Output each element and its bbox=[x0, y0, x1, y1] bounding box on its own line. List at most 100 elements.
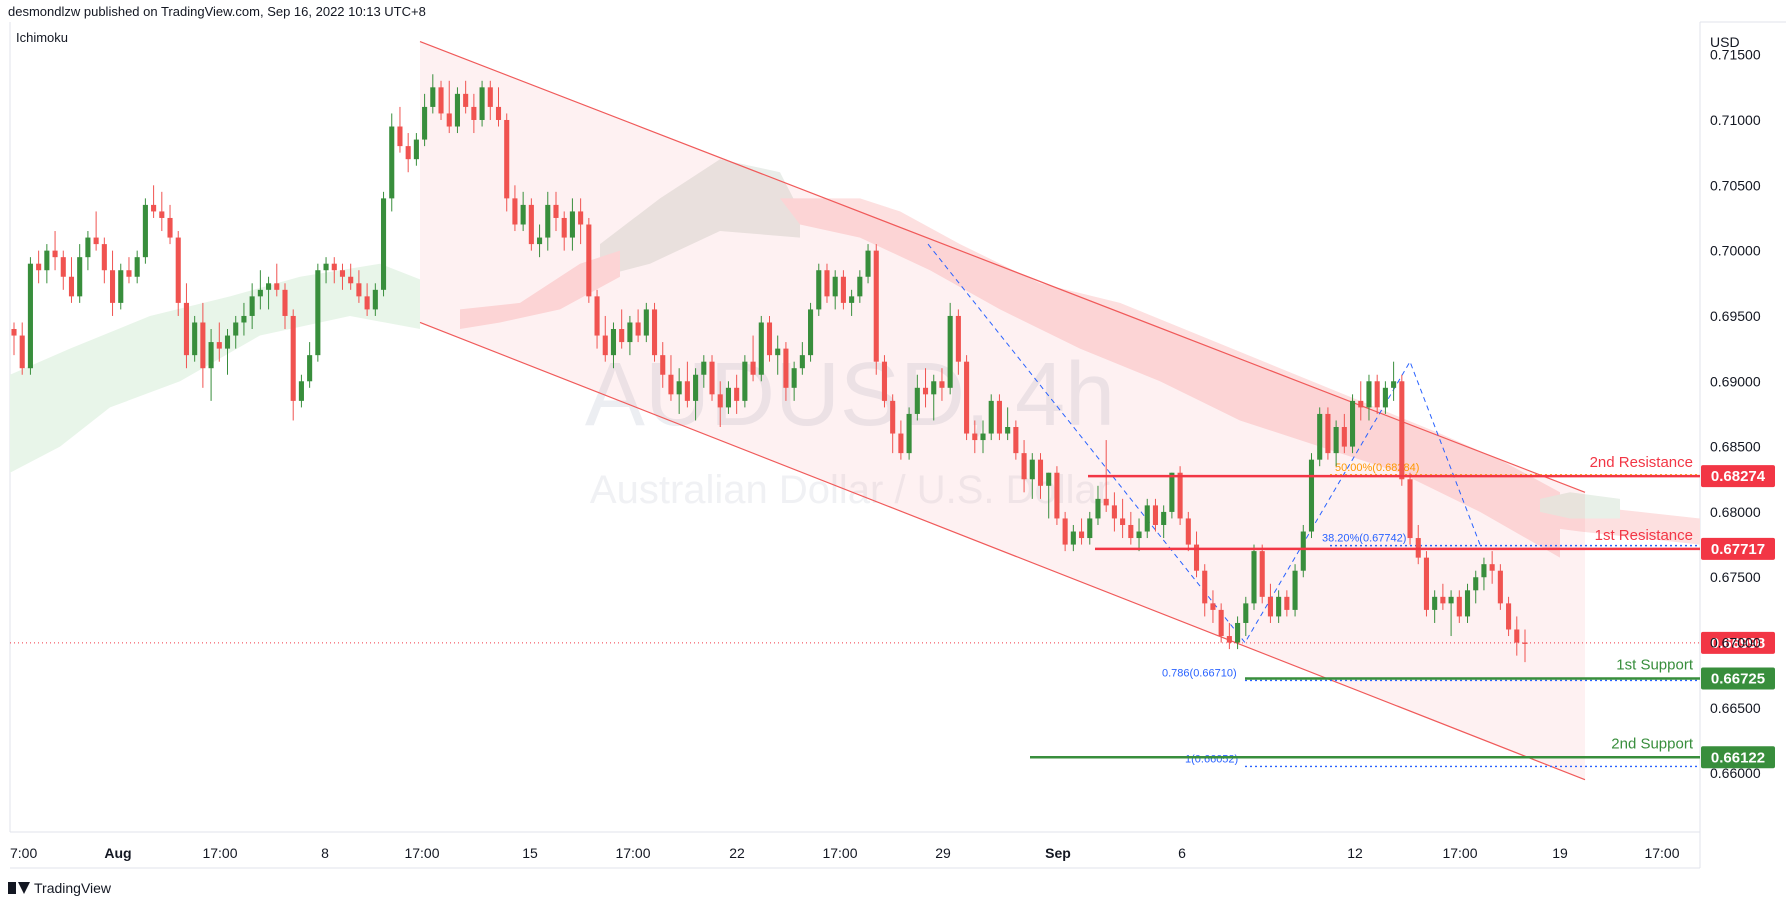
bearish-candle[interactable] bbox=[619, 309, 625, 349]
bullish-candle[interactable] bbox=[569, 198, 575, 251]
bearish-candle[interactable] bbox=[1407, 472, 1413, 545]
bearish-candle[interactable] bbox=[898, 420, 904, 460]
bearish-candle[interactable] bbox=[660, 342, 666, 388]
channel-upper-line[interactable] bbox=[419, 41, 1586, 493]
bearish-candle[interactable] bbox=[939, 368, 945, 401]
bearish-candle[interactable] bbox=[159, 191, 165, 232]
bullish-candle[interactable] bbox=[931, 374, 937, 421]
bullish-candle[interactable] bbox=[725, 381, 731, 414]
bearish-candle[interactable] bbox=[151, 185, 157, 218]
bearish-candle[interactable] bbox=[331, 257, 337, 284]
bullish-candle[interactable] bbox=[1300, 524, 1306, 578]
bullish-candle[interactable] bbox=[758, 315, 764, 382]
channel-lower-line[interactable] bbox=[419, 321, 1586, 781]
bullish-candle[interactable] bbox=[1136, 518, 1142, 552]
bearish-candle[interactable] bbox=[1522, 629, 1528, 663]
bearish-candle[interactable] bbox=[996, 394, 1002, 441]
bearish-candle[interactable] bbox=[200, 302, 206, 388]
bearish-candle[interactable] bbox=[364, 283, 370, 316]
bearish-candle[interactable] bbox=[68, 257, 75, 303]
bullish-candle[interactable] bbox=[372, 283, 378, 316]
bearish-candle[interactable] bbox=[1514, 616, 1520, 656]
bullish-candle[interactable] bbox=[537, 224, 543, 258]
bullish-candle[interactable] bbox=[520, 191, 526, 232]
bearish-candle[interactable] bbox=[668, 355, 674, 401]
bearish-candle[interactable] bbox=[1210, 590, 1216, 623]
bearish-candle[interactable] bbox=[1358, 381, 1364, 421]
tradingview-footer[interactable]: TradingView bbox=[8, 880, 111, 896]
bullish-candle[interactable] bbox=[1333, 420, 1339, 467]
bearish-candle[interactable] bbox=[109, 250, 116, 316]
bullish-candle[interactable] bbox=[413, 133, 419, 166]
bearish-candle[interactable] bbox=[684, 361, 690, 408]
bearish-candle[interactable] bbox=[1062, 511, 1068, 552]
bullish-candle[interactable] bbox=[323, 257, 329, 284]
bearish-candle[interactable] bbox=[504, 113, 510, 212]
bearish-candle[interactable] bbox=[512, 185, 518, 232]
bullish-candle[interactable] bbox=[627, 315, 633, 356]
bullish-candle[interactable] bbox=[389, 113, 395, 212]
bearish-candle[interactable] bbox=[216, 322, 222, 362]
bearish-candle[interactable] bbox=[1423, 551, 1430, 617]
bullish-candle[interactable] bbox=[454, 87, 460, 134]
bearish-candle[interactable] bbox=[471, 93, 477, 134]
bullish-candle[interactable] bbox=[1391, 361, 1397, 401]
bullish-candle[interactable] bbox=[192, 315, 198, 362]
bearish-candle[interactable] bbox=[1226, 622, 1232, 650]
bearish-candle[interactable] bbox=[1054, 466, 1060, 525]
bullish-candle[interactable] bbox=[142, 198, 148, 264]
bullish-candle[interactable] bbox=[233, 315, 239, 349]
bullish-candle[interactable] bbox=[832, 270, 838, 310]
bullish-candle[interactable] bbox=[1169, 472, 1175, 519]
bearish-candle[interactable] bbox=[972, 420, 978, 454]
bullish-candle[interactable] bbox=[241, 302, 247, 336]
bearish-candle[interactable] bbox=[1128, 511, 1134, 545]
bullish-candle[interactable] bbox=[315, 263, 321, 362]
bearish-candle[interactable] bbox=[52, 231, 58, 271]
bullish-candle[interactable] bbox=[849, 289, 855, 316]
bullish-candle[interactable] bbox=[266, 276, 272, 310]
bullish-candle[interactable] bbox=[742, 355, 748, 408]
bullish-candle[interactable] bbox=[224, 329, 231, 375]
bullish-candle[interactable] bbox=[1432, 590, 1438, 623]
bullish-candle[interactable] bbox=[775, 335, 781, 375]
bearish-candle[interactable] bbox=[487, 80, 493, 120]
bearish-candle[interactable] bbox=[126, 257, 132, 284]
bearish-candle[interactable] bbox=[1218, 603, 1224, 643]
bearish-candle[interactable] bbox=[1325, 407, 1331, 460]
bearish-candle[interactable] bbox=[528, 198, 534, 251]
indicator-label[interactable]: Ichimoku bbox=[16, 30, 69, 45]
bearish-candle[interactable] bbox=[1111, 492, 1117, 532]
bullish-candle[interactable] bbox=[1481, 557, 1487, 591]
bearish-candle[interactable] bbox=[101, 237, 107, 284]
bullish-candle[interactable] bbox=[1308, 453, 1315, 539]
bearish-candle[interactable] bbox=[922, 368, 929, 408]
bullish-candle[interactable] bbox=[1029, 453, 1035, 499]
bearish-candle[interactable] bbox=[1489, 551, 1495, 584]
bearish-candle[interactable] bbox=[766, 315, 773, 362]
bearish-candle[interactable] bbox=[93, 211, 99, 251]
bullish-candle[interactable] bbox=[1095, 485, 1101, 525]
bullish-candle[interactable] bbox=[134, 250, 140, 284]
bearish-candle[interactable] bbox=[873, 244, 879, 375]
bullish-candle[interactable] bbox=[816, 263, 822, 316]
bearish-candle[interactable] bbox=[446, 80, 452, 134]
bearish-candle[interactable] bbox=[356, 270, 362, 303]
bullish-candle[interactable] bbox=[1473, 570, 1479, 604]
bullish-candle[interactable] bbox=[430, 74, 436, 114]
bearish-candle[interactable] bbox=[405, 133, 411, 173]
bearish-candle[interactable] bbox=[840, 270, 846, 310]
bullish-candle[interactable] bbox=[1448, 590, 1454, 637]
bullish-candle[interactable] bbox=[1464, 583, 1471, 623]
bullish-candle[interactable] bbox=[1276, 590, 1282, 623]
bearish-candle[interactable] bbox=[750, 335, 756, 382]
bullish-candle[interactable] bbox=[610, 322, 617, 369]
bullish-candle[interactable] bbox=[947, 302, 953, 395]
bearish-candle[interactable] bbox=[1284, 590, 1290, 617]
bearish-candle[interactable] bbox=[881, 355, 888, 408]
bearish-candle[interactable] bbox=[348, 263, 354, 290]
bearish-candle[interactable] bbox=[11, 322, 17, 356]
bullish-candle[interactable] bbox=[676, 368, 682, 414]
bearish-candle[interactable] bbox=[183, 283, 189, 369]
bearish-candle[interactable] bbox=[339, 263, 346, 290]
